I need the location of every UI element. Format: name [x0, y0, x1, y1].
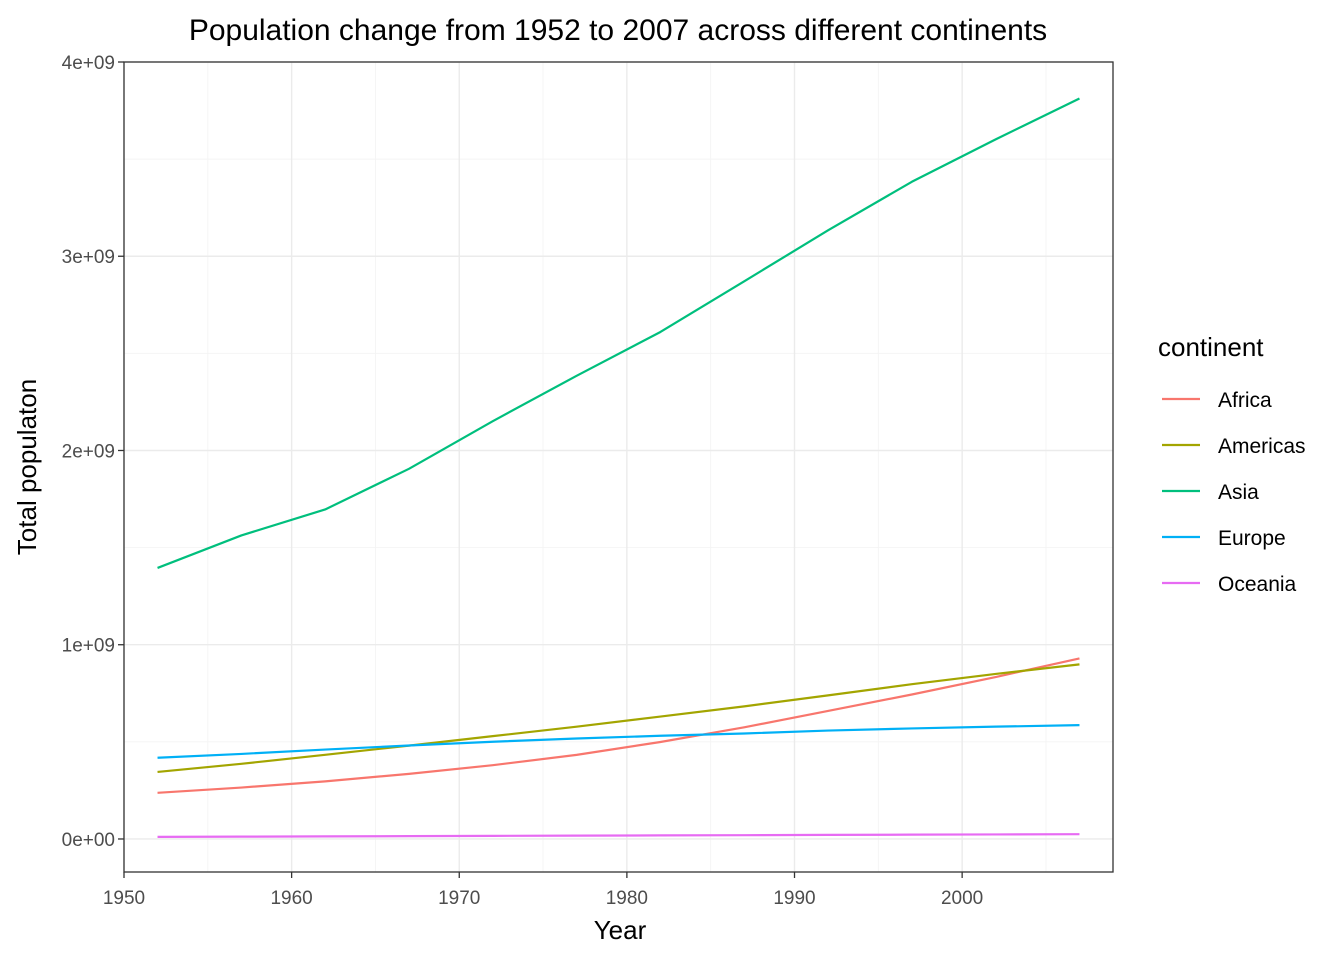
- legend: continent Africa Americas Asia Europe Oceani…: [1158, 332, 1306, 596]
- series-line-americas: [157, 663, 1080, 774]
- y-axis-title: Total populaton: [12, 379, 42, 555]
- series-lines: [157, 97, 1080, 839]
- y-tick-label: 2e+09: [62, 441, 115, 462]
- plot-panel-border: [123, 61, 1114, 873]
- legend-label: Europe: [1218, 527, 1286, 550]
- y-tick-label: 4e+09: [62, 53, 115, 74]
- chart-title: Population change from 1952 to 2007 acro…: [189, 14, 1047, 47]
- y-tick-label: 3e+09: [62, 247, 115, 268]
- legend-label: Africa: [1218, 389, 1272, 412]
- minor-gridlines: [124, 62, 1113, 872]
- x-axis: 1950 1960 1970 1980 1990 2000: [103, 872, 983, 909]
- series-line-europe: [157, 724, 1080, 759]
- x-tick-label: 1960: [270, 888, 312, 909]
- legend-label: Asia: [1218, 481, 1259, 504]
- x-axis-title: Year: [594, 915, 647, 945]
- y-tick-label: 1e+09: [62, 636, 115, 657]
- legend-item-asia: Asia: [1162, 481, 1259, 504]
- series-line-asia: [157, 97, 1080, 569]
- legend-item-oceania: Oceania: [1162, 573, 1297, 596]
- x-tick-label: 1980: [606, 888, 648, 909]
- series-line-oceania: [157, 833, 1080, 839]
- y-axis: 0e+00 1e+09 2e+09 3e+09 4e+09: [62, 53, 124, 851]
- legend-item-americas: Americas: [1162, 435, 1306, 458]
- legend-label: Americas: [1218, 435, 1306, 458]
- legend-items: Africa Americas Asia Europe Oceania: [1162, 389, 1306, 596]
- legend-item-africa: Africa: [1162, 389, 1272, 412]
- x-tick-label: 1950: [103, 888, 145, 909]
- x-tick-label: 1990: [773, 888, 815, 909]
- series-line-africa: [157, 657, 1080, 794]
- legend-item-europe: Europe: [1162, 527, 1286, 550]
- x-tick-label: 1970: [438, 888, 480, 909]
- legend-title: continent: [1158, 332, 1264, 362]
- legend-label: Oceania: [1218, 573, 1297, 596]
- x-tick-label: 2000: [941, 888, 983, 909]
- major-gridlines: [123, 61, 1113, 872]
- y-tick-label: 0e+00: [62, 830, 115, 851]
